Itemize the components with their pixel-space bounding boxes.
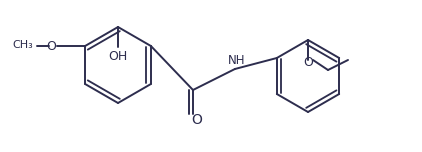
Text: CH₃: CH₃ <box>12 40 33 50</box>
Text: O: O <box>46 40 56 52</box>
Text: NH: NH <box>228 55 246 67</box>
Text: OH: OH <box>108 50 127 62</box>
Text: O: O <box>192 113 203 127</box>
Text: O: O <box>303 57 313 69</box>
